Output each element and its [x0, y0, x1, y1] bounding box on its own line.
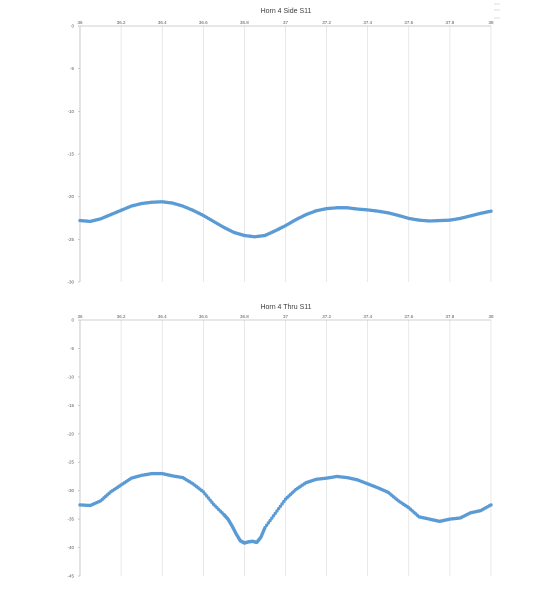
x-tick-label: 37.2 [322, 20, 331, 25]
x-tick-label: 37.8 [446, 314, 455, 319]
y-tick-label: -25 [67, 460, 74, 465]
chart-horn-4-thru-s11: Horn 4 Thru S11 36 36.2 36.4 36.6 36.8 37 37.2… [67, 304, 494, 579]
data-point [263, 525, 267, 530]
chart-title: Horn 4 Side S11 [261, 8, 312, 15]
y-tick-label: -35 [67, 517, 74, 522]
y-tick-label: -15 [67, 152, 74, 157]
data-point [266, 521, 271, 525]
data-point [275, 509, 279, 513]
y-tick-label: -30 [67, 280, 74, 285]
x-tick-label: 37.6 [404, 20, 413, 25]
y-tick-label: -25 [67, 237, 74, 242]
y-tick-label: -40 [67, 545, 74, 550]
x-tick-label: 37 [283, 314, 289, 319]
data-point [489, 503, 493, 507]
data-point [264, 523, 269, 527]
y-tick-label: 0 [71, 318, 74, 323]
y-tick-label: -10 [67, 374, 74, 379]
x-tick-label: 36.2 [117, 20, 126, 25]
y-tick-label: -10 [67, 109, 74, 114]
x-tick-label: 36.6 [199, 20, 208, 25]
y-tick-label: 0 [71, 24, 74, 29]
x-tick-label: 36.8 [240, 314, 249, 319]
x-tick-label: 37.4 [363, 314, 372, 319]
chart-horn-4-side-s11: Horn 4 Side S11 36 36.2 36.4 36.6 36.8 37 37.2… [67, 8, 494, 285]
y-tick-label: -20 [67, 431, 74, 436]
x-tick-label: 38 [488, 20, 494, 25]
data-point [278, 504, 283, 509]
x-tick-label: 37.2 [322, 314, 331, 319]
x-tick-label: 36 [77, 314, 83, 319]
chart-title: Horn 4 Thru S11 [260, 304, 311, 311]
x-tick-label: 36 [77, 20, 83, 25]
x-tick-label: 38 [488, 314, 494, 319]
x-tick-label: 37.8 [446, 20, 455, 25]
y-tick-label: -20 [67, 194, 74, 199]
data-point [282, 499, 286, 504]
y-tick-label: -5 [70, 66, 74, 71]
y-tick-label: -45 [67, 574, 74, 579]
x-tick-label: 37.6 [404, 314, 413, 319]
data-point [280, 502, 284, 506]
x-tick-label: 36.6 [199, 314, 208, 319]
data-point [271, 514, 276, 518]
x-tick-label: 36.4 [158, 314, 167, 319]
x-tick-label: 37 [283, 20, 289, 25]
y-tick-label: -30 [67, 488, 74, 493]
y-tick-label: -15 [67, 403, 74, 408]
x-tick-label: 36.4 [158, 20, 167, 25]
x-tick-label: 36.2 [117, 314, 126, 319]
data-point [489, 209, 493, 213]
y-tick-label: -5 [70, 346, 74, 351]
data-point [270, 516, 274, 520]
x-tick-label: 37.4 [363, 20, 372, 25]
data-point [276, 506, 281, 511]
x-tick-label: 36.8 [240, 20, 249, 25]
data-point [268, 518, 272, 523]
data-point [273, 511, 277, 516]
